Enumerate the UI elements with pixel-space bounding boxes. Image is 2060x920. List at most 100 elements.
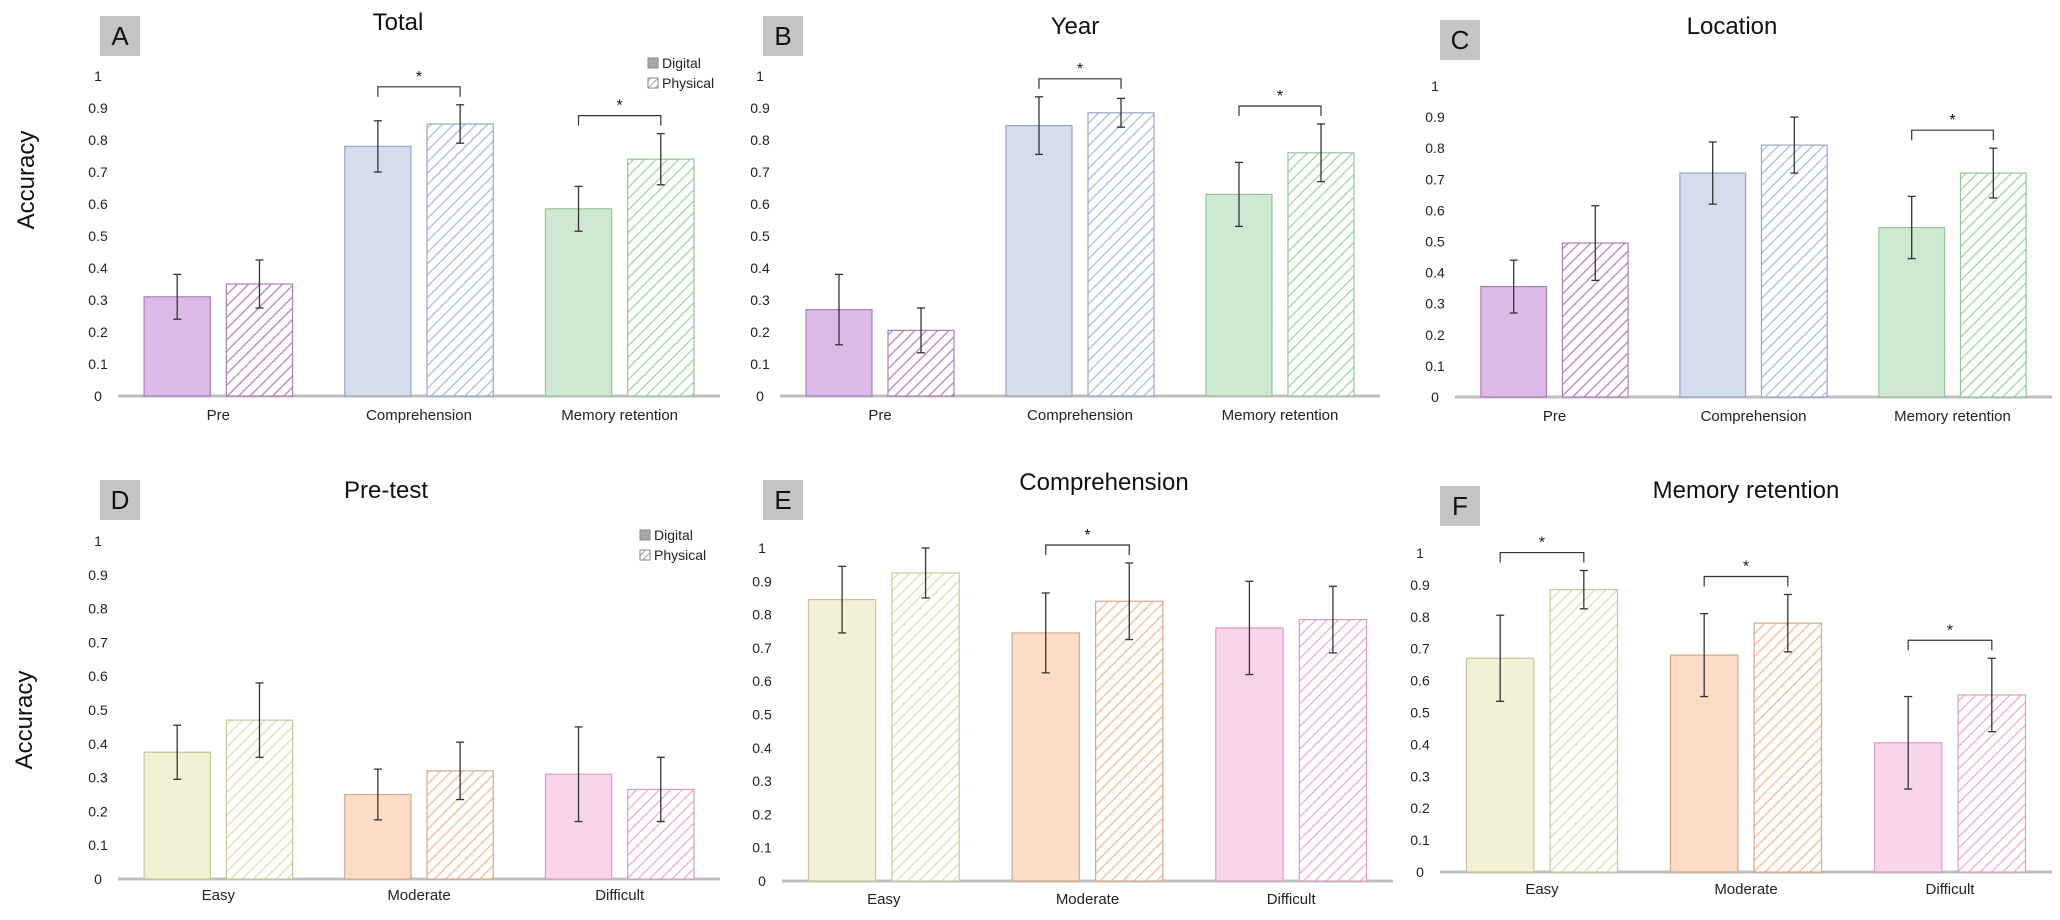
y-tick-label: 1 bbox=[756, 68, 764, 84]
chart-grid: A Total 0 0.1 0.2 0.3 0.4 0.5 0.6 0.7 0.8 0.9 1 Pre Co… bbox=[88, 9, 2052, 908]
y-tick-label: 0.2 bbox=[1410, 800, 1430, 816]
significance-bracket bbox=[1907, 639, 1993, 651]
y-tick-label: 1 bbox=[758, 540, 766, 556]
y-tick-label: 0.5 bbox=[1425, 234, 1445, 250]
y-tick-label: 0.1 bbox=[1410, 832, 1430, 848]
x-category-label: Easy bbox=[867, 891, 901, 908]
x-category-label: Moderate bbox=[387, 887, 450, 904]
y-tick-label: 0.9 bbox=[752, 573, 772, 589]
y-tick-label: 1 bbox=[94, 68, 102, 84]
chart-panel-F: F Memory retention 0 0.1 0.2 0.3 0.4 0.5 0.6 0.7 0… bbox=[1410, 477, 2052, 898]
panel-label: E bbox=[774, 485, 791, 515]
y-tick-label: 0.9 bbox=[1410, 577, 1430, 593]
significance-star: * bbox=[1277, 88, 1283, 105]
panel-label-box bbox=[763, 480, 803, 520]
y-tick-label: 0.6 bbox=[750, 196, 770, 212]
y-tick-label: 1 bbox=[1416, 545, 1424, 561]
panel-title: Pre-test bbox=[344, 477, 428, 504]
panel-label: F bbox=[1452, 491, 1468, 521]
y-tick-label: 0.1 bbox=[1425, 358, 1445, 374]
bar-digital bbox=[1679, 172, 1747, 398]
y-tick-label: 0.3 bbox=[88, 770, 108, 786]
legend-swatch-physical bbox=[647, 77, 659, 89]
significance-bracket bbox=[1911, 129, 1994, 141]
y-tick-label: 0 bbox=[94, 388, 102, 404]
panel-title: Comprehension bbox=[1019, 469, 1188, 496]
x-category-label: Easy bbox=[1525, 881, 1559, 898]
x-category-label: Easy bbox=[202, 887, 236, 904]
y-tick-label: 0.2 bbox=[88, 324, 108, 340]
chart-panel-C: C Location 0 0.1 0.2 0.3 0.4 0.5 0.6 0.7 0.8 0.9 1 Pr… bbox=[1425, 13, 2052, 425]
panel-title: Year bbox=[1051, 13, 1100, 40]
significance-star: * bbox=[1084, 527, 1090, 544]
y-tick-label: 0 bbox=[94, 871, 102, 887]
y-tick-label: 0.4 bbox=[750, 260, 770, 276]
y-tick-label: 0.5 bbox=[752, 707, 772, 723]
significance-star: * bbox=[1949, 112, 1955, 129]
significance-star: * bbox=[1743, 558, 1749, 575]
y-tick-label: 0.5 bbox=[88, 702, 108, 718]
y-tick-label: 0.5 bbox=[1410, 705, 1430, 721]
y-tick-label: 0.6 bbox=[752, 673, 772, 689]
significance-bracket bbox=[1499, 551, 1585, 563]
x-category-label: Difficult bbox=[1926, 881, 1976, 898]
chart-panel-A: A Total 0 0.1 0.2 0.3 0.4 0.5 0.6 0.7 0.8 0.9 1 Pre Co… bbox=[88, 9, 720, 424]
bar-digital bbox=[1205, 193, 1273, 397]
panel-label-box bbox=[1440, 486, 1480, 526]
y-tick-label: 0 bbox=[1416, 864, 1424, 880]
y-tick-label: 0.4 bbox=[1410, 736, 1430, 752]
significance-star: * bbox=[1947, 622, 1953, 639]
significance-star: * bbox=[1539, 535, 1545, 552]
y-tick-label: 0.2 bbox=[750, 324, 770, 340]
y-tick-label: 0.4 bbox=[1425, 265, 1445, 281]
x-category-label: Memory retention bbox=[1894, 408, 2011, 425]
x-category-label: Moderate bbox=[1056, 891, 1119, 908]
panel-title: Total bbox=[373, 9, 424, 36]
bar-physical bbox=[891, 572, 960, 882]
y-tick-label: 0.8 bbox=[750, 132, 770, 148]
significance-bracket bbox=[577, 115, 662, 126]
panel-label-box bbox=[763, 16, 803, 56]
x-category-label: Difficult bbox=[595, 887, 645, 904]
y-tick-label: 0.4 bbox=[88, 736, 108, 752]
legend-swatch-physical bbox=[639, 549, 651, 561]
bar-digital bbox=[805, 309, 873, 397]
significance-bracket bbox=[1703, 575, 1789, 587]
y-tick-label: 0.6 bbox=[88, 668, 108, 684]
x-category-label: Comprehension bbox=[366, 407, 472, 424]
y-tick-label: 1 bbox=[94, 533, 102, 549]
panel-label: A bbox=[111, 21, 129, 51]
y-tick-label: 0 bbox=[1431, 389, 1439, 405]
y-tick-label: 0.6 bbox=[1425, 202, 1445, 218]
y-tick-label: 0.8 bbox=[1410, 609, 1430, 625]
y-axis-label-bottom: Accuracy bbox=[11, 671, 38, 770]
x-category-label: Memory retention bbox=[1222, 407, 1339, 424]
significance-bracket bbox=[377, 86, 461, 97]
bar-physical bbox=[1959, 172, 2027, 398]
y-tick-label: 0 bbox=[756, 388, 764, 404]
bar-physical bbox=[426, 123, 494, 397]
y-tick-label: 0.8 bbox=[88, 132, 108, 148]
significance-star: * bbox=[1077, 61, 1083, 78]
bar-physical bbox=[1298, 618, 1368, 882]
bar-digital bbox=[1005, 124, 1073, 397]
x-category-label: Pre bbox=[868, 407, 891, 424]
y-axis-label-top: Accuracy bbox=[13, 131, 40, 230]
y-tick-label: 0.1 bbox=[88, 356, 108, 372]
y-tick-label: 0.2 bbox=[752, 806, 772, 822]
y-tick-label: 0.4 bbox=[752, 740, 772, 756]
y-tick-label: 0.1 bbox=[752, 840, 772, 856]
x-category-label: Pre bbox=[207, 407, 230, 424]
bar-digital bbox=[544, 208, 613, 397]
y-tick-label: 1 bbox=[1431, 78, 1439, 94]
y-tick-label: 0.6 bbox=[88, 196, 108, 212]
y-tick-label: 0.8 bbox=[752, 607, 772, 623]
y-tick-label: 0.1 bbox=[88, 837, 108, 853]
x-category-label: Comprehension bbox=[1027, 407, 1133, 424]
legend-swatch-digital bbox=[639, 529, 651, 541]
y-tick-label: 0.5 bbox=[88, 228, 108, 244]
bar-digital bbox=[807, 599, 877, 882]
y-tick-label: 0.7 bbox=[752, 640, 772, 656]
legend: Digital Physical bbox=[639, 527, 706, 563]
y-tick-label: 0.3 bbox=[88, 292, 108, 308]
